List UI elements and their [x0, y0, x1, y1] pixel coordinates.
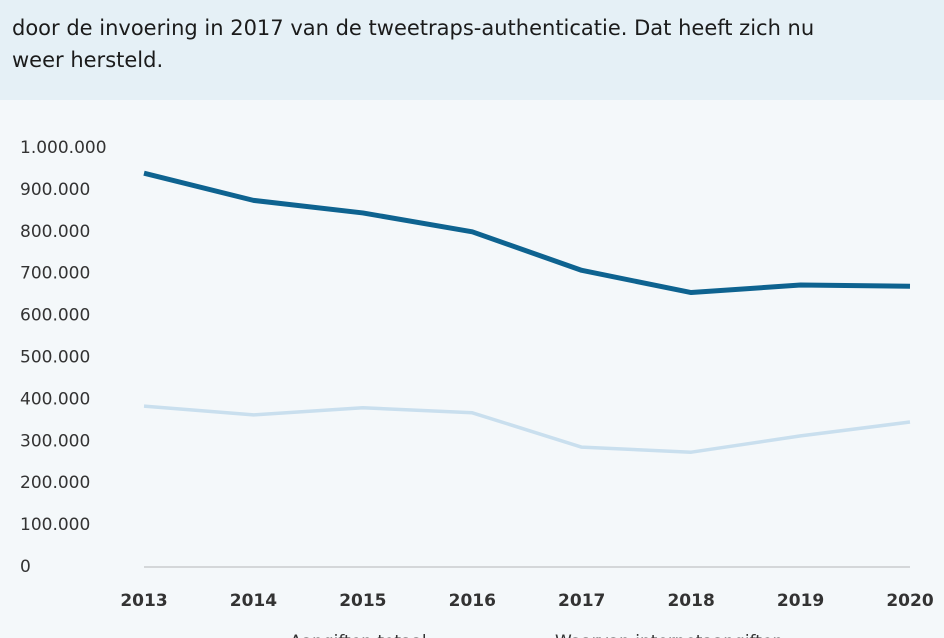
series-line	[143, 404, 911, 454]
y-tick-label: 100.000	[20, 515, 90, 535]
chart: 0 100.000 200.000 300.000 400.000 500.000 600.…	[20, 138, 934, 638]
legend-label: Waarvan internetaangiften	[555, 632, 783, 638]
y-tick-label: 200.000	[20, 473, 90, 493]
x-tick-label: 2019	[777, 591, 824, 611]
y-tick-label: 0	[20, 557, 31, 577]
intro-line: door de invoering in 2017 van de tweetra…	[12, 16, 815, 40]
y-tick-label: 800.000	[20, 222, 90, 242]
y-tick-label: 900.000	[20, 180, 90, 200]
y-tick-label: 300.000	[20, 431, 90, 451]
x-tick-label: 2015	[339, 591, 386, 611]
x-tick-label: 2018	[667, 591, 714, 611]
x-tick-label: 2013	[120, 591, 167, 611]
series-line	[143, 170, 911, 296]
y-tick-label: 1.000.000	[20, 138, 107, 158]
legend-label: Aangiften totaal	[290, 632, 427, 638]
x-tick-label: 2017	[558, 591, 605, 611]
intro: door de invoering in 2017 van de tweetra…	[0, 0, 944, 100]
y-tick-label: 400.000	[20, 389, 90, 409]
x-tick-label: 2016	[449, 591, 496, 611]
intro-line: weer hersteld.	[12, 48, 164, 72]
y-tick-label: 700.000	[20, 264, 90, 284]
x-tick-label: 2020	[886, 591, 933, 611]
y-tick-label: 600.000	[20, 306, 90, 326]
y-tick-label: 500.000	[20, 348, 90, 368]
x-tick-label: 2014	[230, 591, 277, 611]
